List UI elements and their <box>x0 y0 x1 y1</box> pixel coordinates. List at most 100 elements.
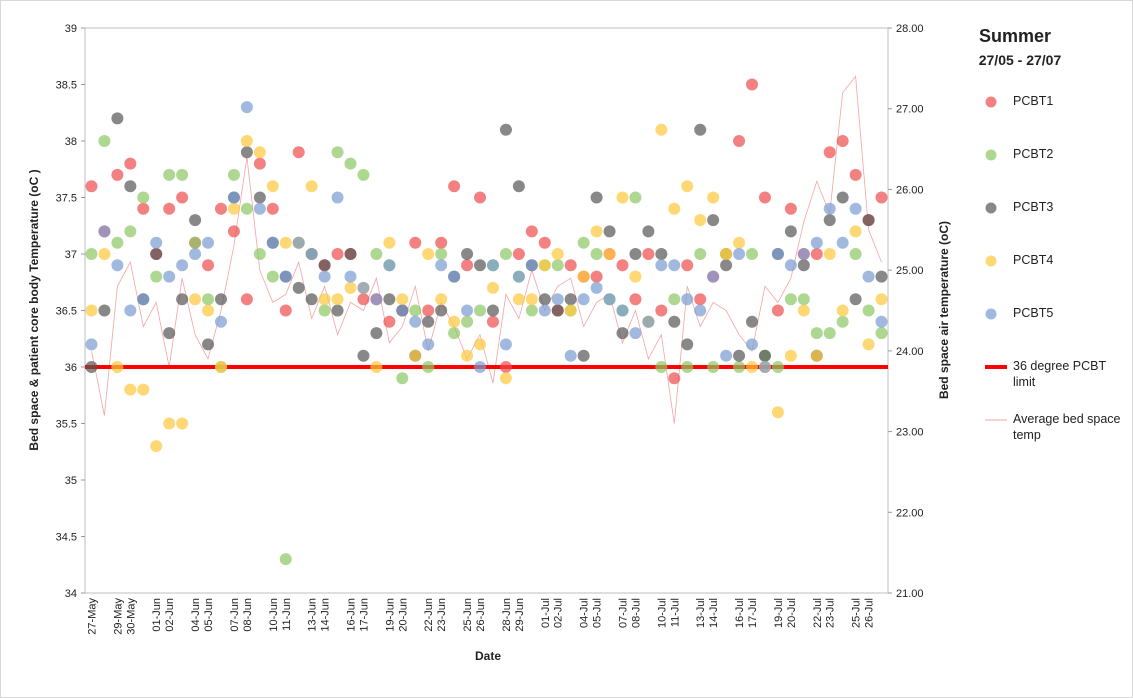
y2-tick-label: 25.00 <box>896 265 924 277</box>
data-point <box>875 315 888 328</box>
legend-label: PCBT3 <box>1013 200 1054 214</box>
data-point <box>422 338 435 351</box>
data-point <box>344 270 357 283</box>
data-point <box>111 361 124 373</box>
data-point <box>564 293 577 306</box>
data-point <box>512 293 525 306</box>
data-point <box>344 248 357 260</box>
x-tick-label: 08-Jul <box>630 598 642 628</box>
data-point <box>253 202 266 215</box>
x-tick-label: 25-Jun <box>462 598 474 632</box>
legend-item: PCBT1 <box>985 93 1125 146</box>
x-tick-label: 20-Jun <box>397 598 409 632</box>
data-point <box>292 236 305 249</box>
data-point <box>461 349 474 362</box>
x-tick-label: 23-Jun <box>436 598 448 632</box>
data-point <box>616 259 629 272</box>
y-tick-label: 37 <box>65 249 77 261</box>
data-point <box>227 168 240 181</box>
data-point <box>733 236 746 249</box>
data-point <box>137 293 150 306</box>
data-point <box>655 361 668 373</box>
data-point <box>694 123 707 136</box>
data-point <box>784 202 797 215</box>
data-point <box>331 146 344 159</box>
data-point <box>823 327 836 340</box>
data-point <box>253 157 266 170</box>
data-point <box>422 361 435 373</box>
legend-swatch <box>985 308 997 320</box>
data-point <box>448 270 461 283</box>
data-point <box>797 293 810 306</box>
data-point <box>486 304 499 317</box>
x-tick-label: 05-Jul <box>592 598 604 628</box>
legend-item: PCBT2 <box>985 146 1125 199</box>
data-point <box>474 304 487 317</box>
y2-tick-label: 21.00 <box>896 588 924 600</box>
data-point <box>409 315 422 328</box>
data-point <box>849 293 862 306</box>
legend-swatch <box>985 365 1007 369</box>
data-point <box>499 123 512 136</box>
data-point <box>875 191 888 204</box>
data-point <box>163 202 176 215</box>
data-point <box>98 225 111 238</box>
data-point <box>668 293 681 306</box>
data-point <box>499 338 512 351</box>
data-point <box>707 361 720 373</box>
data-point <box>512 248 525 260</box>
data-point <box>163 270 176 283</box>
data-point <box>163 168 176 181</box>
data-point <box>383 293 396 306</box>
data-point <box>318 259 331 272</box>
data-point <box>214 361 227 373</box>
legend-item: PCBT5 <box>985 305 1125 358</box>
y2-tick-label: 22.00 <box>896 507 924 519</box>
chart-title: Summer <box>979 26 1051 46</box>
data-point <box>163 327 176 340</box>
data-point <box>603 248 616 260</box>
data-point <box>202 304 215 317</box>
x-tick-label: 20-Jul <box>786 598 798 628</box>
data-point <box>240 146 253 159</box>
data-point <box>383 236 396 249</box>
x-tick-label: 13-Jun <box>307 598 319 632</box>
data-point <box>655 259 668 272</box>
data-point <box>214 202 227 215</box>
data-point <box>551 293 564 306</box>
data-point <box>525 304 538 317</box>
data-point <box>629 327 642 340</box>
data-point <box>253 191 266 204</box>
data-point <box>227 225 240 238</box>
data-point <box>668 259 681 272</box>
x-tick-label: 26-Jul <box>864 598 876 628</box>
y-tick-label: 38 <box>65 136 77 148</box>
data-point <box>240 135 253 147</box>
data-point <box>383 259 396 272</box>
data-point <box>370 327 383 340</box>
data-point <box>189 248 202 260</box>
x-tick-label: 17-Jul <box>747 598 759 628</box>
data-point <box>655 304 668 317</box>
data-point <box>98 135 111 147</box>
data-point <box>655 123 668 136</box>
data-point <box>746 338 759 351</box>
data-point <box>577 293 590 306</box>
data-point <box>461 248 474 260</box>
data-point <box>642 315 655 328</box>
data-point <box>266 202 279 215</box>
data-point <box>409 349 422 362</box>
data-point <box>733 361 746 373</box>
data-point <box>279 553 292 566</box>
data-point <box>85 338 98 351</box>
data-point <box>577 236 590 249</box>
x-tick-label: 04-Jul <box>579 598 591 628</box>
x-tick-label: 08-Jun <box>242 598 254 632</box>
x-tick-label: 17-Jun <box>358 598 370 632</box>
data-point <box>461 304 474 317</box>
data-point <box>564 349 577 362</box>
data-point <box>85 304 98 317</box>
x-tick-label: 02-Jul <box>553 598 565 628</box>
data-point <box>189 236 202 249</box>
data-point <box>486 315 499 328</box>
